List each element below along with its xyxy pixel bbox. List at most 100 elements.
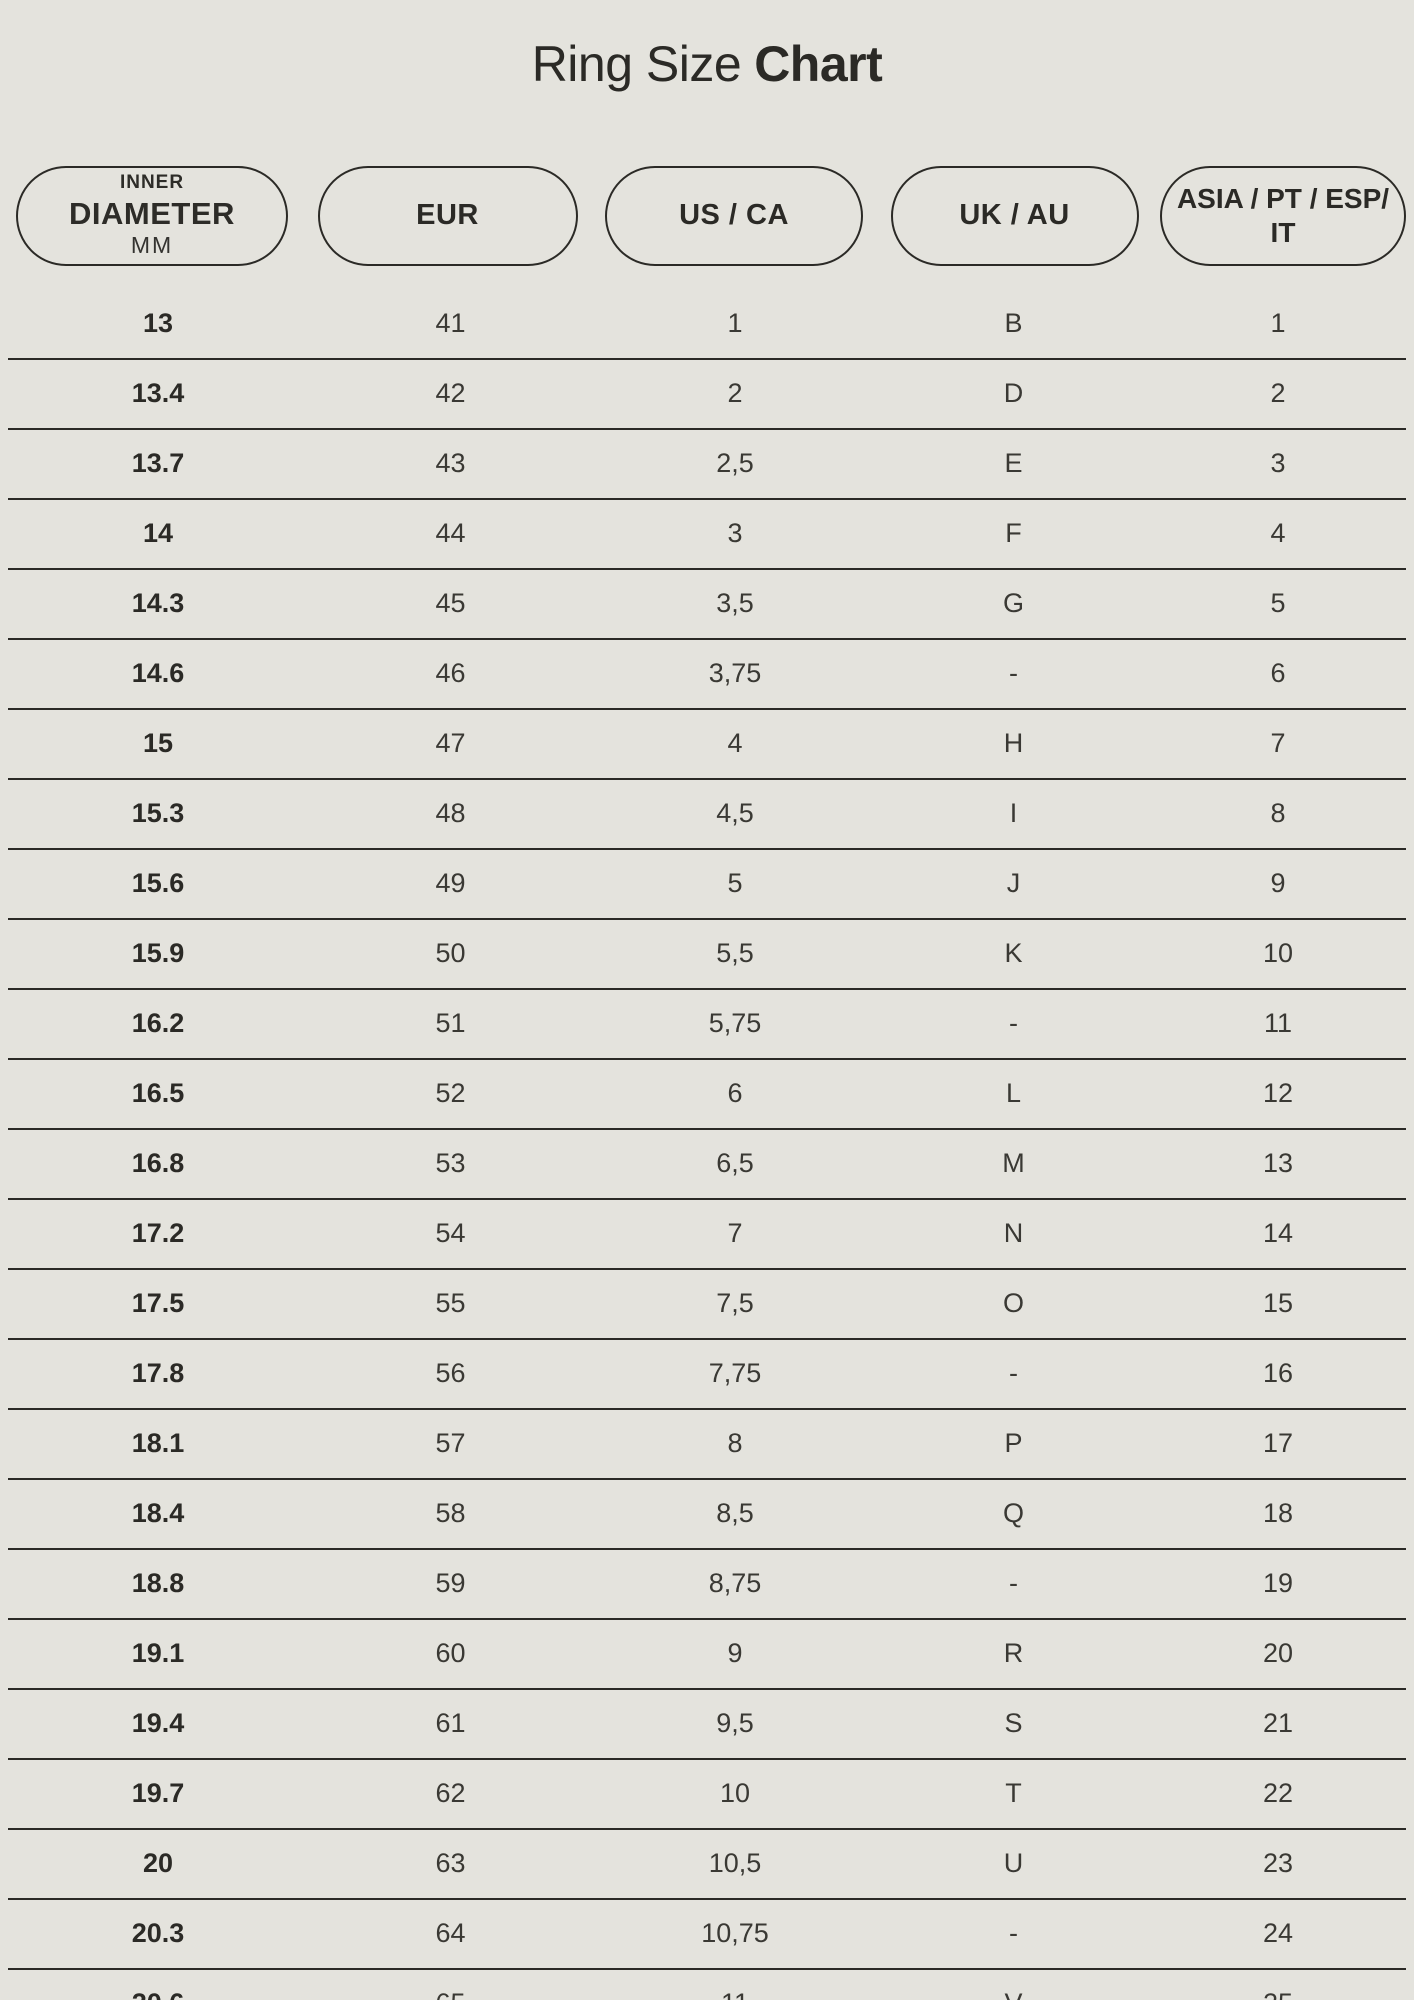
header-pill-eur: EUR	[317, 165, 578, 266]
header-line-diameter: DIAMETER	[69, 195, 235, 231]
cell-eur: 53	[435, 1148, 466, 1178]
cell-inner-diameter: 13.4	[131, 378, 185, 408]
cell-us-ca: 10	[719, 1778, 751, 1808]
cell-uk-au: F	[1005, 518, 1022, 548]
cell-eur: 45	[435, 588, 466, 618]
header-cell-inner-diameter: INNER DIAMETER MM	[16, 165, 288, 266]
cell-asia: 11	[1263, 1008, 1293, 1038]
table-row: 16.2 51 5,75 - 11	[8, 990, 1406, 1060]
cell-eur: 41	[435, 308, 466, 338]
table-row: 16.5 52 6 L 12	[8, 1060, 1406, 1130]
cell-uk-au: -	[1009, 658, 1018, 688]
cell-inner-diameter: 15	[142, 728, 174, 758]
cell-inner-diameter: 15.9	[131, 938, 185, 968]
cell-asia: 25	[1150, 1988, 1406, 2000]
table-row: 20.3 64 10,75 - 24	[8, 1900, 1406, 1970]
table-row: 14.6 46 3,75 - 6	[8, 640, 1406, 710]
cell-asia: 24	[1262, 1918, 1294, 1948]
cell-asia: 22	[1262, 1778, 1294, 1808]
header-label-us-ca: US / CA	[679, 199, 789, 231]
table-row: 15.9 50 5,5 K 10	[8, 920, 1406, 990]
cell-inner-diameter: 17.8	[131, 1358, 185, 1388]
page-title: Ring Size Chart	[0, 0, 1414, 94]
cell-eur: 56	[435, 1358, 466, 1388]
table-row: 19.7 62 10 T 22	[8, 1760, 1406, 1830]
cell-uk-au: E	[1004, 448, 1023, 478]
cell-eur: 47	[435, 728, 466, 758]
cell-us-ca: 6	[727, 1078, 743, 1108]
cell-asia: 5	[1270, 588, 1286, 618]
cell-uk-au: T	[1005, 1778, 1022, 1808]
cell-eur: 51	[435, 1008, 466, 1038]
page-title-regular: Ring Size	[531, 36, 742, 92]
cell-asia: 7	[1270, 728, 1286, 758]
cell-us-ca: 7,5	[716, 1288, 754, 1318]
cell-inner-diameter: 20.3	[131, 1918, 185, 1948]
table-row: 19.1 60 9 R 20	[8, 1620, 1406, 1690]
cell-uk-au: G	[1002, 588, 1024, 618]
cell-us-ca: 9,5	[716, 1708, 754, 1738]
cell-us-ca: 10,75	[701, 1918, 769, 1948]
cell-inner-diameter: 20	[142, 1848, 174, 1878]
cell-inner-diameter: 16.8	[131, 1148, 185, 1178]
table-row: 14 44 3 F 4	[8, 500, 1406, 570]
header-pill-asia: ASIA / PT / ESP/ IT	[1160, 165, 1406, 266]
table-row: 17.8 56 7,75 - 16	[8, 1340, 1406, 1410]
cell-asia: 18	[1262, 1498, 1294, 1528]
header-label-eur: EUR	[416, 199, 479, 231]
cell-uk-au: K	[1004, 938, 1023, 968]
column-header-row: INNER DIAMETER MM EUR US / CA UK / AU AS…	[0, 165, 1414, 266]
cell-asia: 2	[1270, 378, 1286, 408]
cell-asia: 8	[1270, 798, 1286, 828]
header-line-mm: MM	[130, 232, 174, 259]
cell-eur: 58	[435, 1498, 466, 1528]
cell-us-ca: 5,5	[716, 938, 754, 968]
cell-asia: 10	[1262, 938, 1294, 968]
cell-inner-diameter: 17.5	[131, 1288, 185, 1318]
cell-uk-au: N	[1003, 1218, 1024, 1248]
cell-eur: 46	[435, 658, 466, 688]
table-row: 15 47 4 H 7	[8, 710, 1406, 780]
cell-us-ca: 4,5	[716, 798, 754, 828]
cell-uk-au: B	[1004, 308, 1023, 338]
table-row: 13.4 42 2 D 2	[8, 360, 1406, 430]
cell-uk-au: -	[1009, 1568, 1018, 1598]
table-row: 18.8 59 8,75 - 19	[8, 1550, 1406, 1620]
cell-asia: 23	[1262, 1848, 1294, 1878]
cell-eur: 49	[435, 868, 466, 898]
cell-us-ca: 2,5	[716, 448, 754, 478]
cell-us-ca: 2	[727, 378, 743, 408]
cell-eur: 44	[435, 518, 466, 548]
cell-us-ca: 5,75	[708, 1008, 762, 1038]
cell-asia: 16	[1262, 1358, 1294, 1388]
table-row: 16.8 53 6,5 M 13	[8, 1130, 1406, 1200]
header-pill-inner-diameter: INNER DIAMETER MM	[16, 165, 288, 266]
cell-eur: 60	[435, 1638, 466, 1668]
table-row: 13 41 1 B 1	[8, 290, 1406, 360]
cell-uk-au: M	[1002, 1148, 1025, 1178]
cell-us-ca: 11	[593, 1988, 877, 2000]
cell-asia: 4	[1270, 518, 1286, 548]
cell-uk-au: I	[1009, 798, 1018, 828]
header-label-asia: ASIA / PT / ESP/ IT	[1176, 182, 1390, 248]
header-cell-us-ca: US / CA	[605, 165, 863, 266]
cell-eur: 62	[435, 1778, 466, 1808]
cell-inner-diameter: 19.1	[131, 1638, 185, 1668]
cell-inner-diameter: 13	[142, 308, 174, 338]
cell-asia: 20	[1262, 1638, 1294, 1668]
cell-inner-diameter: 19.7	[131, 1778, 185, 1808]
cell-uk-au: L	[1005, 1078, 1022, 1108]
header-cell-asia: ASIA / PT / ESP/ IT	[1160, 165, 1406, 266]
cell-us-ca: 3,5	[716, 588, 754, 618]
table-row: 14.3 45 3,5 G 5	[8, 570, 1406, 640]
cell-us-ca: 5	[727, 868, 743, 898]
cell-inner-diameter: 20.6	[8, 1988, 308, 2000]
table-row: 19.4 61 9,5 S 21	[8, 1690, 1406, 1760]
cell-inner-diameter: 14	[142, 518, 174, 548]
cell-us-ca: 9	[727, 1638, 743, 1668]
cell-uk-au: D	[1003, 378, 1024, 408]
table-row: 13.7 43 2,5 E 3	[8, 430, 1406, 500]
cell-uk-au: -	[1009, 1358, 1018, 1388]
cell-asia: 6	[1270, 658, 1286, 688]
